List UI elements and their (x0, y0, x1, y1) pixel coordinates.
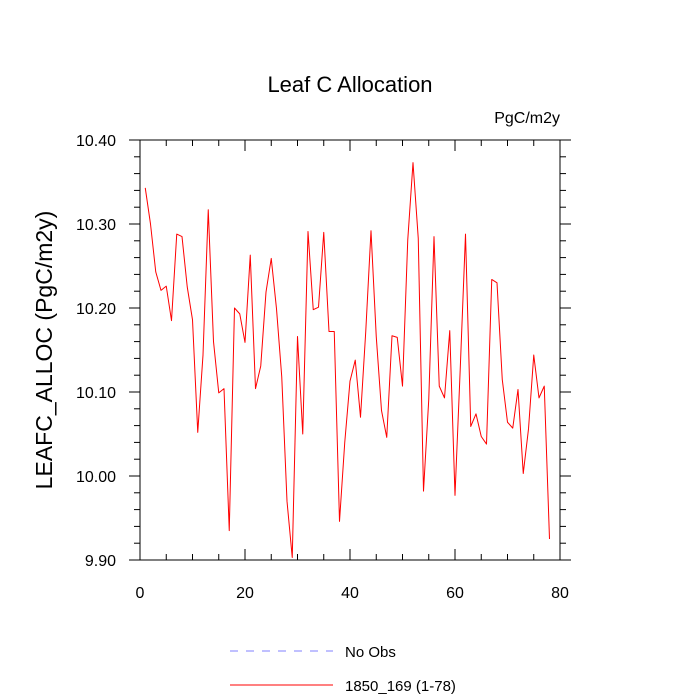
units-label: PgC/m2y (494, 110, 560, 127)
x-tick-label: 80 (551, 585, 569, 602)
legend-label: No Obs (345, 644, 396, 661)
x-tick-label: 0 (136, 585, 145, 602)
y-tick-label: 10.20 (76, 301, 116, 318)
y-tick-label: 9.90 (85, 553, 116, 570)
x-tick-label: 40 (341, 585, 359, 602)
chart-title: Leaf C Allocation (267, 72, 432, 97)
series-group (144, 162, 550, 558)
legend: No Obs 1850_169 (1-78) (230, 644, 456, 695)
x-tick-label: 60 (446, 585, 464, 602)
series-line (144, 162, 550, 558)
y-tick-label: 10.10 (76, 385, 116, 402)
y-tick-label: 10.40 (76, 133, 116, 150)
axis-ticks (129, 139, 571, 561)
plot-frame (139, 139, 561, 561)
legend-label: 1850_169 (1-78) (345, 678, 456, 695)
y-tick-label: 10.00 (76, 469, 116, 486)
y-tick-label: 10.30 (76, 217, 116, 234)
x-tick-label: 20 (236, 585, 254, 602)
y-axis-label: LEAFC_ALLOC (PgC/m2y) (31, 211, 57, 490)
axis-tick-labels: 0 20 40 60 80 9.90 10.00 10.10 10.20 10.30 10.40 (76, 133, 569, 602)
